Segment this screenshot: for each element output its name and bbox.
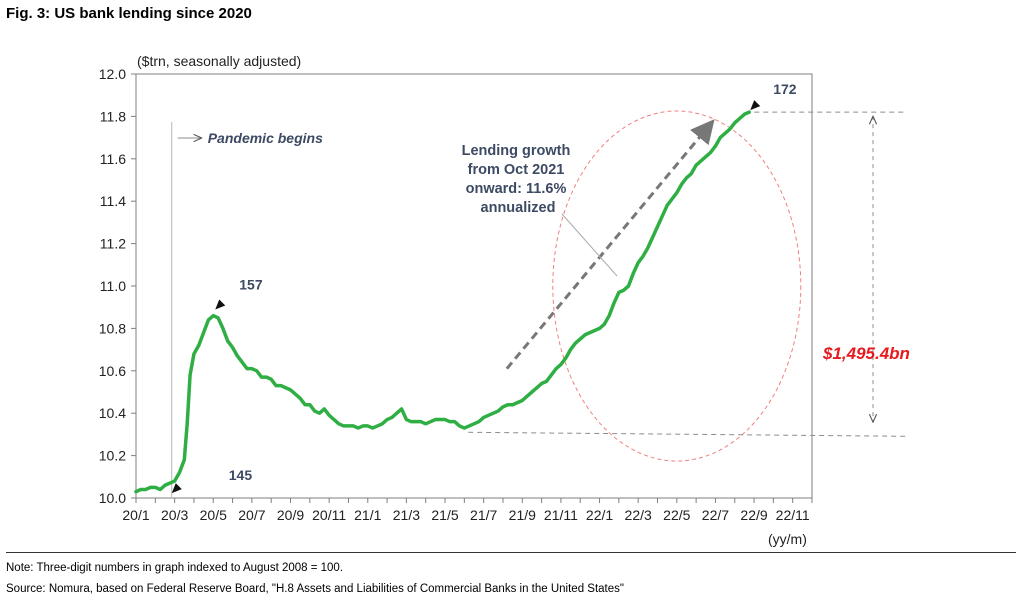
lending-series-line	[134, 110, 751, 494]
x-tick-label: 21/1	[354, 507, 381, 523]
x-tick-label: 21/9	[509, 507, 536, 523]
index-145-label: 145	[229, 467, 253, 483]
figure-source: Source: Nomura, based on Federal Reserve…	[6, 583, 624, 595]
pandemic-label: Pandemic begins	[208, 130, 323, 146]
line-chart: ($trn, seasonally adjusted) 10.0 10.2 10.4…	[99, 53, 910, 547]
x-tick-label: 22/1	[586, 507, 613, 523]
start-level-reference-line	[468, 431, 907, 437]
y-tick-label: 11.4	[100, 193, 126, 209]
y-axis-label: ($trn, seasonally adjusted)	[137, 53, 301, 69]
y-tick-label: 10.8	[99, 320, 126, 336]
index-172-label: 172	[773, 81, 797, 97]
y-tick-label: 10.4	[99, 405, 126, 421]
increase-amount-label: $1,495.4bn	[822, 344, 910, 363]
y-tick-label: 11.8	[100, 108, 126, 124]
y-tick-label: 12.0	[99, 66, 126, 82]
growth-callout-line-4: annualized	[481, 200, 556, 216]
figure-note: Note: Three-digit numbers in graph index…	[6, 562, 344, 574]
growth-callout-line-1: Lending growth	[462, 143, 571, 159]
y-tick-label: 10.6	[99, 363, 126, 379]
x-tick-label: 21/11	[544, 507, 578, 523]
index-157-pointer	[215, 299, 226, 310]
x-tick-label: 22/11	[776, 507, 810, 523]
footer-divider	[6, 552, 1016, 553]
x-tick-label: 20/3	[161, 507, 188, 523]
x-tick-label: 22/3	[625, 507, 652, 523]
x-tick-label: 21/3	[393, 507, 420, 523]
x-axis-label: (yy/m)	[768, 531, 807, 547]
x-tick-label: 20/5	[200, 507, 227, 523]
index-145-pointer	[171, 483, 182, 494]
x-tick-label: 21/7	[470, 507, 497, 523]
growth-callout-line-2: from Oct 2021	[468, 162, 565, 178]
growth-callout-leader	[561, 213, 618, 277]
y-tick-label: 10.2	[99, 448, 126, 464]
index-157-label: 157	[239, 277, 263, 293]
y-tick-label: 10.0	[99, 490, 126, 506]
x-tick-label: 22/5	[663, 507, 690, 523]
y-tick-label: 11.2	[100, 236, 126, 252]
x-tick-label: 20/9	[277, 507, 304, 523]
growth-trend-arrow	[505, 119, 715, 370]
y-tick-label: 11.6	[100, 151, 126, 167]
figure-title: Fig. 3: US bank lending since 2020	[6, 5, 252, 22]
highlight-ellipse	[552, 110, 802, 462]
x-tick-label: 22/7	[702, 507, 729, 523]
x-tick-label: 21/5	[431, 507, 458, 523]
y-tick-label: 11.0	[100, 278, 126, 294]
x-tick-label: 22/9	[740, 507, 767, 523]
growth-callout-label: Lending growth from Oct 2021 onward: 11.…	[462, 143, 575, 216]
growth-callout-line-3: onward: 11.6%	[466, 181, 567, 197]
index-172-pointer	[750, 100, 761, 111]
x-tick-label: 20/1	[122, 507, 149, 523]
x-tick-label: 20/11	[312, 507, 346, 523]
x-tick-label: 20/7	[238, 507, 265, 523]
